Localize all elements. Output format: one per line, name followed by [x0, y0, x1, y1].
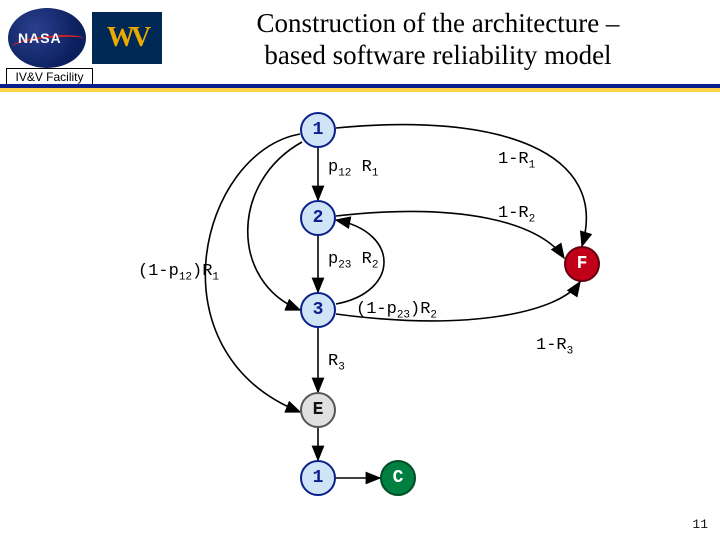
slide: NASA WV IV&V Facility Construction of th… — [0, 0, 720, 540]
nasa-logo: NASA — [8, 8, 86, 68]
label-p23R2: p23 R2 — [328, 250, 378, 271]
label-p12R1: p12 R1 — [328, 158, 378, 179]
node-E: E — [300, 392, 336, 428]
nasa-logo-text: NASA — [18, 30, 62, 46]
edge-e1to3 — [248, 142, 302, 310]
node-C: C — [380, 460, 416, 496]
title-line-1: Construction of the architecture – — [257, 8, 620, 38]
node-1-lower-label: 1 — [313, 468, 324, 488]
label-1-R2: 1-R2 — [498, 204, 535, 225]
slide-title: Construction of the architecture – based… — [172, 8, 704, 72]
node-1-lower: 1 — [300, 460, 336, 496]
node-1: 1 — [300, 112, 336, 148]
node-C-label: C — [393, 468, 404, 488]
node-E-label: E — [313, 400, 324, 420]
label-1-p12R1: (1-p12)R1 — [138, 262, 219, 283]
node-F-label: F — [577, 254, 588, 274]
node-2: 2 — [300, 200, 336, 236]
wv-logo: WV — [92, 12, 162, 64]
label-1-R3: 1-R3 — [536, 336, 573, 357]
node-F: F — [564, 246, 600, 282]
reliability-flowchart: 1 2 3 E 1 C F p12 R1 p23 R2 R3 1-R1 1-R2… — [0, 92, 720, 522]
node-1-label: 1 — [313, 120, 324, 140]
edge-e1F — [336, 125, 586, 246]
label-R3: R3 — [328, 352, 345, 373]
node-2-label: 2 — [313, 208, 324, 228]
node-3: 3 — [300, 292, 336, 328]
node-3-label: 3 — [313, 300, 324, 320]
wv-logo-text: WV — [107, 22, 147, 54]
label-1-p23R2: (1-p23)R2 — [356, 300, 437, 321]
label-1-R1: 1-R1 — [498, 150, 535, 171]
edge-e1toE — [205, 134, 300, 412]
title-line-2: based software reliability model — [264, 40, 611, 70]
